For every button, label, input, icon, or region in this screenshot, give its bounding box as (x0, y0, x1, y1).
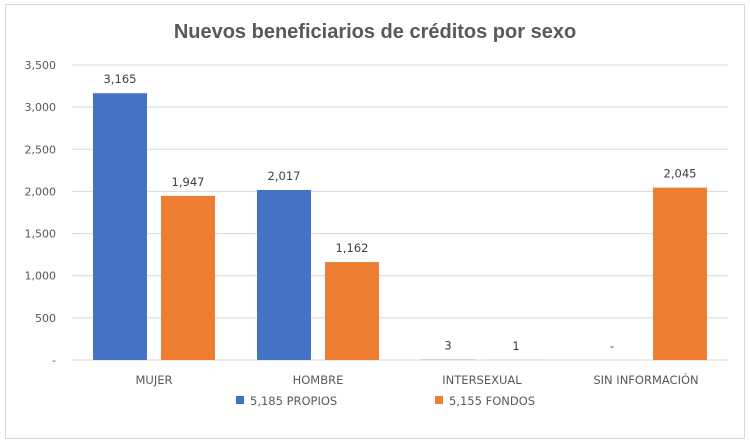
y-tick-label: 3,000 (25, 101, 57, 114)
bar-fondos (161, 195, 215, 360)
data-label: 1,947 (172, 175, 205, 189)
x-tick-label: SIN INFORMACIÓN (593, 372, 698, 387)
x-tick-label: HOMBRE (293, 373, 344, 387)
y-tick-label: 3,500 (25, 59, 57, 72)
data-label: 2,045 (664, 167, 697, 181)
y-tick-label: - (52, 354, 56, 367)
y-tick-label: 2,500 (25, 143, 57, 156)
y-tick-label: 1,000 (25, 270, 57, 283)
x-axis: MUJER HOMBRE INTERSEXUAL SIN INFORMACIÓN (136, 372, 699, 387)
bar-fondos (325, 262, 379, 360)
bar-fondos (653, 187, 707, 360)
chart-title: Nuevos beneficiarios de créditos por sex… (174, 21, 576, 43)
data-labels: 3,165 1,947 2,017 1,162 3 1 - 2,045 (104, 72, 697, 353)
data-label: 1,162 (336, 241, 369, 255)
y-tick-label: 1,500 (25, 228, 57, 241)
y-tick-label: 500 (35, 312, 56, 325)
data-label: 3,165 (104, 72, 137, 86)
y-axis: - 500 1,000 1,500 2,000 2,500 3,000 3,500 (25, 59, 57, 367)
x-tick-label: MUJER (136, 373, 173, 387)
bars (93, 93, 707, 360)
data-label: 2,017 (268, 169, 301, 183)
x-tick-label: INTERSEXUAL (442, 373, 522, 387)
bar-propios (257, 189, 311, 360)
legend: 5,185 PROPIOS 5,155 FONDOS (236, 394, 535, 408)
legend-label-fondos: 5,155 FONDOS (449, 394, 535, 408)
data-label: - (610, 339, 614, 353)
data-label: 3 (444, 339, 451, 353)
bar-propios (93, 93, 147, 360)
y-tick-label: 2,000 (25, 185, 57, 198)
data-label: 1 (512, 339, 519, 353)
legend-swatch-propios (236, 396, 244, 404)
legend-swatch-fondos (435, 396, 443, 404)
legend-label-propios: 5,185 PROPIOS (250, 394, 337, 408)
